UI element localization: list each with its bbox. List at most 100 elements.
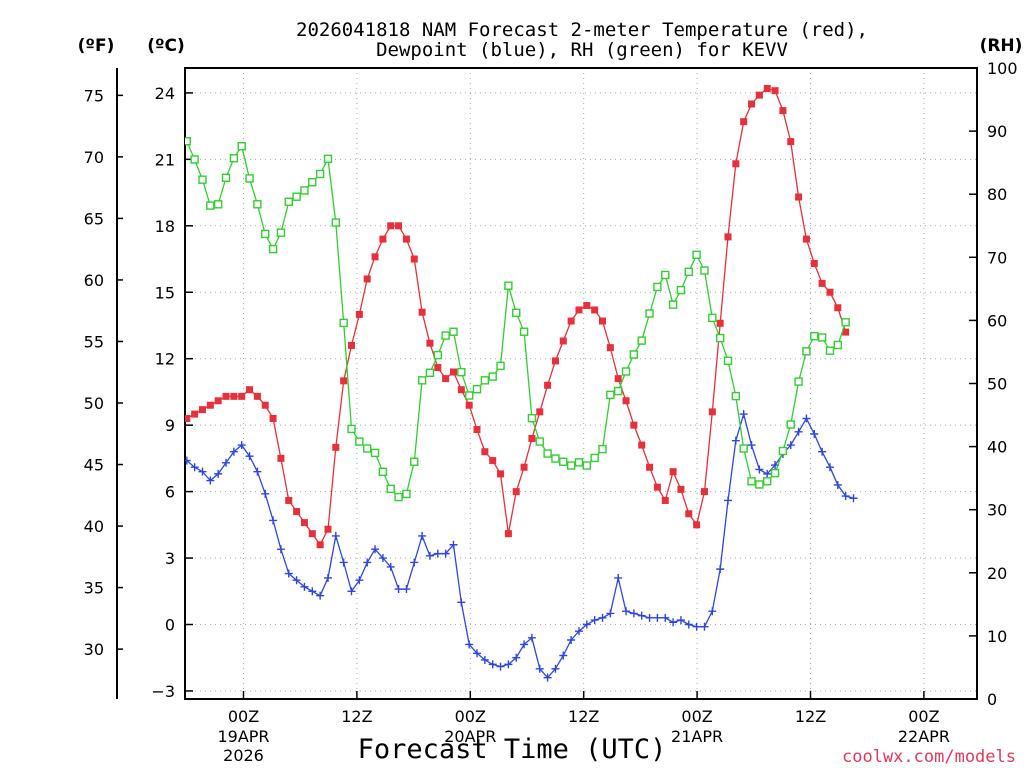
dewpoint-point <box>355 576 364 585</box>
temperature-point <box>300 519 308 527</box>
temperature-point <box>222 392 230 400</box>
dewpoint-point <box>818 447 827 456</box>
rh-point <box>613 386 623 396</box>
dewpoint-point <box>449 540 458 549</box>
rh-point <box>198 175 207 184</box>
fahrenheit-tick-label: 50 <box>84 394 104 413</box>
dewpoint-point <box>433 549 442 558</box>
rh-point <box>496 361 505 371</box>
rh-point <box>221 173 231 182</box>
x-tick-label: 00Z <box>455 707 486 726</box>
dewpoint-point <box>543 673 552 682</box>
temperature-point <box>614 375 622 383</box>
temperature-point <box>646 463 654 471</box>
rh-point <box>566 461 576 470</box>
rh-point <box>300 186 309 195</box>
chart-gridlines <box>185 68 977 699</box>
dewpoint-point <box>637 611 646 620</box>
dewpoint-point <box>731 436 740 445</box>
rh-tick-label: 60 <box>987 311 1007 330</box>
rh-point <box>833 340 843 350</box>
dewpoint-point <box>473 649 482 658</box>
dewpoint-point <box>185 456 191 465</box>
temperature-point <box>536 408 544 416</box>
rh-point <box>535 437 544 446</box>
rh-point <box>810 331 819 341</box>
dewpoint-point <box>645 613 654 622</box>
fahrenheit-tick-label: 35 <box>84 579 104 598</box>
rh-point <box>692 250 701 259</box>
temperature-point <box>402 235 410 243</box>
dewpoint-point <box>676 616 685 625</box>
x-tick-date: 19APR <box>217 727 269 746</box>
temperature-point <box>755 91 763 99</box>
rh-point <box>237 142 246 151</box>
rh-point <box>653 282 662 292</box>
data-series <box>185 84 858 682</box>
rh-point <box>582 461 592 470</box>
dewpoint-point <box>755 465 764 474</box>
x-tick-year: 2026 <box>223 746 264 765</box>
rh-point <box>559 457 568 466</box>
dewpoint-point <box>520 640 529 649</box>
temperature-point <box>504 530 512 538</box>
rh-point <box>504 281 513 290</box>
rh-tick-label: 10 <box>987 627 1007 646</box>
temperature-point <box>802 235 810 243</box>
temperature-point <box>206 401 214 409</box>
dewpoint-point <box>300 582 309 591</box>
dewpoint-point <box>669 618 678 627</box>
rh-point <box>637 336 646 345</box>
temperature-point <box>622 397 630 405</box>
temperature-point <box>308 530 316 538</box>
temperature-point <box>348 341 356 349</box>
temperature-point <box>724 233 732 241</box>
dewpoint-point <box>833 480 842 489</box>
dewpoint-point <box>614 573 623 582</box>
rh-point <box>590 453 599 463</box>
rh-point <box>441 331 450 340</box>
fahrenheit-tick-label: 70 <box>84 148 104 167</box>
series-line <box>186 411 854 679</box>
rh-point <box>723 356 733 365</box>
temperature-point <box>185 415 191 423</box>
chart-title-line1: 2026041818 NAM Forecast 2-meter Temperat… <box>296 19 868 41</box>
dewpoint-point <box>574 627 583 636</box>
temperature-point <box>771 87 779 95</box>
temperature-point <box>638 441 646 449</box>
dewpoint-point <box>229 447 238 456</box>
temperature-point <box>599 317 607 325</box>
temperature-point <box>700 488 708 496</box>
temperature-point <box>481 448 489 456</box>
rh-point <box>363 444 372 453</box>
temperature-point <box>575 306 583 314</box>
temperature-point <box>285 496 293 504</box>
x-tick-date: 21APR <box>671 727 723 746</box>
temperature-point <box>630 421 638 429</box>
dewpoint-point <box>190 463 199 472</box>
series-relative-humidity <box>185 136 850 502</box>
dewpoint-point <box>222 458 231 467</box>
series-2-meter-temperature <box>185 84 850 549</box>
rh-point <box>645 309 654 318</box>
dewpoint-point <box>504 660 513 669</box>
rh-point <box>402 489 411 499</box>
fahrenheit-tick-label: 40 <box>84 517 104 536</box>
rh-point <box>661 270 670 280</box>
x-tick-label: 12Z <box>568 707 599 726</box>
rh-point <box>292 192 301 201</box>
temperature-point <box>779 107 787 115</box>
y-axis-ticks: −3 0 3 6 9 12 15 18 21 24 30 35 40 45 50 55 60 65 70 75 0 10 2… <box>84 59 1018 709</box>
rh-point <box>378 467 388 477</box>
rh-point <box>684 267 693 277</box>
dewpoint-point <box>763 469 772 478</box>
x-tick-date: 22APR <box>898 727 950 746</box>
dewpoint-point <box>622 607 631 616</box>
rh-point <box>786 420 795 429</box>
dewpoint-point <box>206 476 215 485</box>
temperature-point <box>395 222 403 230</box>
rh-point <box>629 350 639 359</box>
rh-point <box>268 244 278 254</box>
temperature-point <box>606 344 614 352</box>
